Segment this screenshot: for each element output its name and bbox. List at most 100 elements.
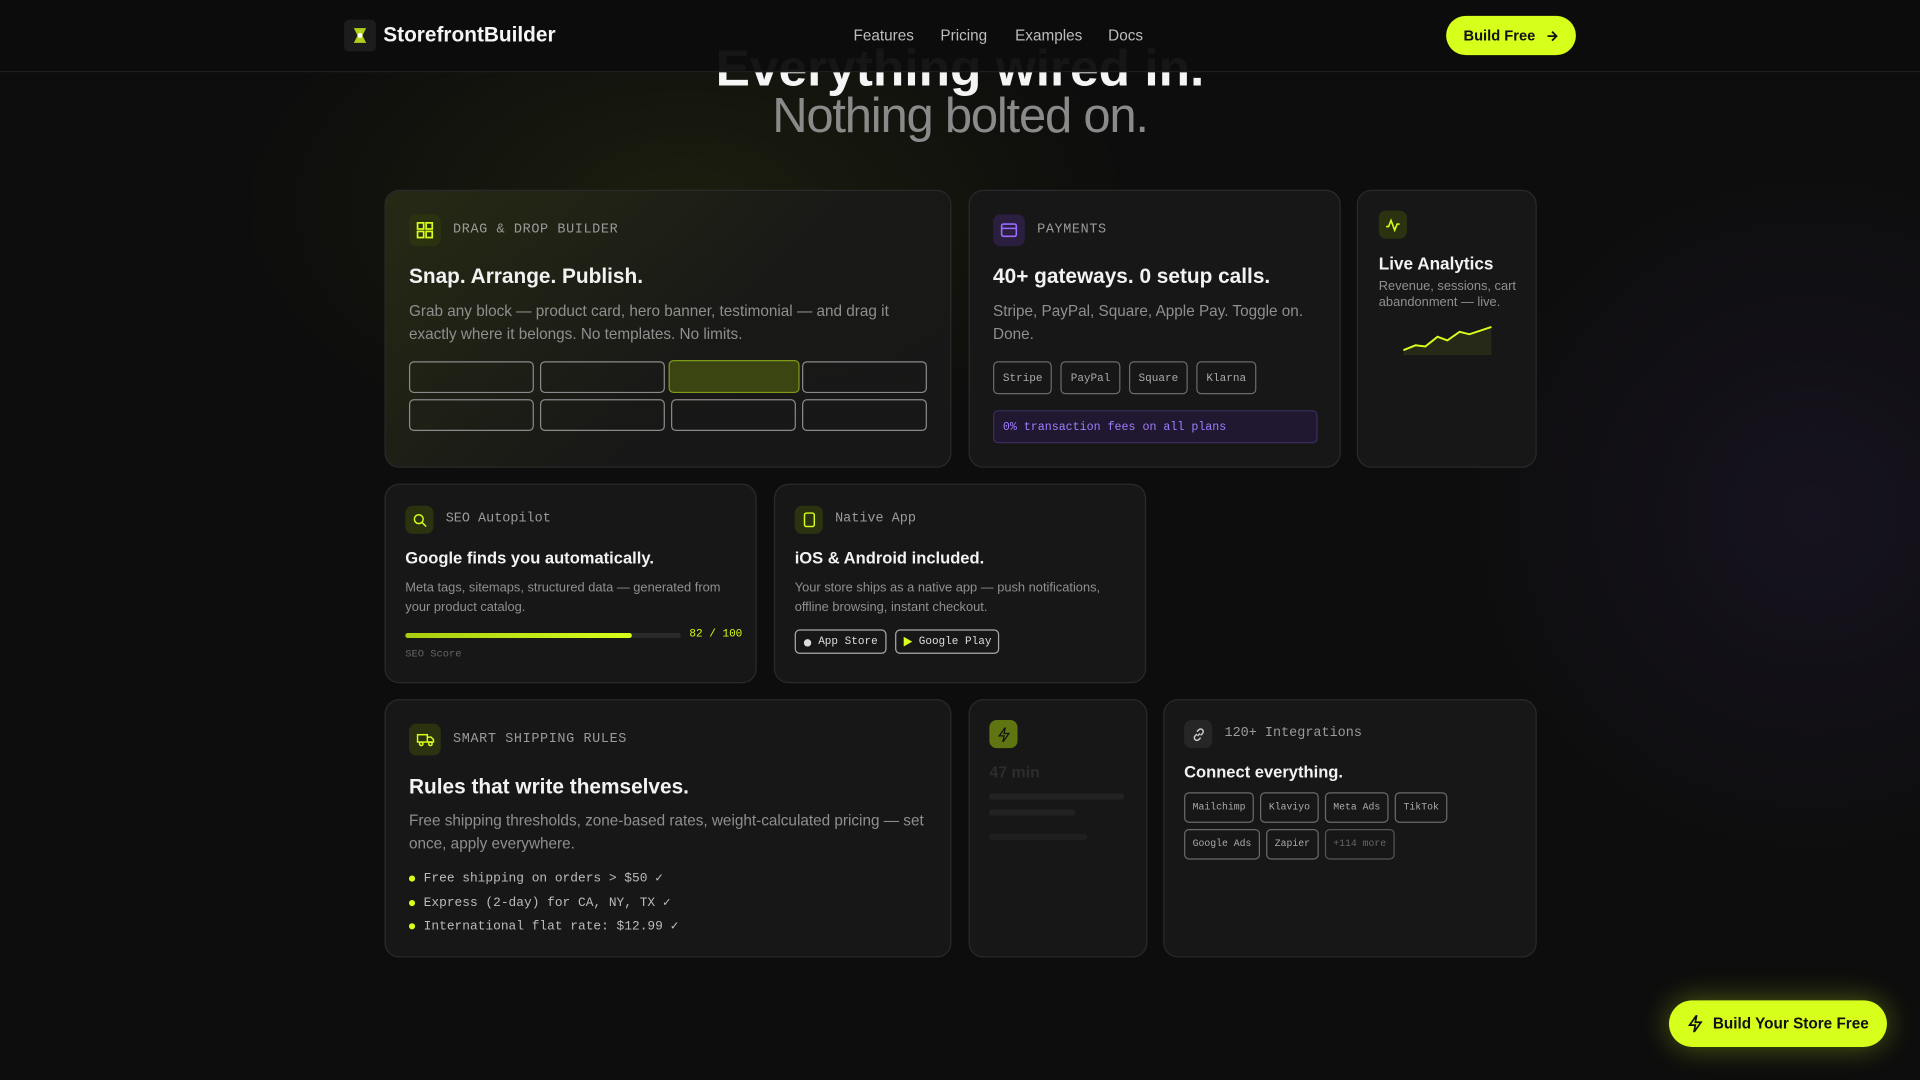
apple-glyph [804,639,812,647]
block[interactable] [802,361,927,394]
logo-icon[interactable] [344,19,376,52]
card-desc: Free shipping thresholds, zone-based rat… [408,811,924,853]
link-icon [1184,720,1213,749]
bolt-glyph [1687,1015,1703,1033]
card-title: Snap. Arrange. Publish. [408,264,644,288]
grid-icon [408,214,441,247]
store-label: App Store [818,635,878,648]
card-title: 40+ gateways. 0 setup calls. [993,264,1271,288]
payments-card: PAYMENTS 40+ gateways. 0 setup calls. St… [968,189,1341,468]
search-icon [405,505,434,534]
sparkline [1403,326,1492,356]
block[interactable] [671,399,796,432]
cta-button[interactable]: Build Free [1446,15,1576,56]
nav-link[interactable]: Pricing [940,26,988,45]
score-track [405,633,681,638]
nav-link[interactable]: Examples [1015,26,1083,45]
store-label: Google Play [918,635,992,648]
bolt-glyph [997,726,1010,742]
integration-chip[interactable]: Mailchimp [1184,792,1255,823]
integration-chip[interactable]: Meta Ads [1324,792,1389,823]
speed-card: 47 min [968,699,1148,958]
integration-chip[interactable]: Google Ads [1184,828,1261,860]
truck-icon [408,723,441,756]
card-label: Native App [835,511,916,527]
block[interactable] [802,399,927,432]
fee-note: 0% transaction fees on all plans [993,410,1318,444]
integration-chip[interactable]: Klaviyo [1260,792,1319,823]
analytics-card: Live Analytics Revenue, sessions, cart a… [1356,189,1537,468]
gateway-chip[interactable]: Stripe [993,361,1053,395]
block[interactable] [408,399,534,432]
faded-line [989,809,1076,816]
link-glyph [1193,727,1204,741]
gateway-list: Stripe PayPal Square Klarna [993,361,1256,395]
card-desc: Your store ships as a native app — push … [794,580,1101,615]
shipping-card: SMART SHIPPING RULES Rules that write th… [384,699,952,958]
bullet [408,875,416,882]
faded-line [989,833,1088,840]
rule-text: Free shipping on orders > $50 ✓ [423,872,663,887]
arrow-icon [1547,30,1558,41]
rule-text: Express (2-day) for CA, NY, TX ✓ [423,896,671,911]
integration-chip[interactable]: TikTok [1394,792,1448,823]
card-title: Live Analytics [1378,253,1494,274]
builder-card: DRAG & DROP BUILDER Snap. Arrange. Publi… [384,189,952,468]
card-title: Rules that write themselves. [408,775,689,799]
nav-link[interactable]: Features [853,26,914,45]
block[interactable] [540,399,665,432]
integrations-card: 120+ Integrations Connect everything. Ma… [1163,699,1537,958]
phone-icon [794,505,823,534]
phone-glyph [803,512,815,528]
score-bar [405,633,632,638]
store-button[interactable]: Google Play [895,629,1000,654]
integration-list: Mailchimp Klaviyo Meta Ads TikTok Google Ads… [1184,792,1527,860]
seo-card: SEO Autopilot Google finds you automatic… [384,483,757,684]
score-caption: SEO Score [405,647,462,660]
card-label: DRAG & DROP BUILDER [453,222,619,238]
bullet [408,899,416,906]
bolt-icon [989,720,1018,749]
rule-text: International flat rate: $12.99 ✓ [423,919,679,935]
score-label: 82 / 100 [689,628,743,641]
hero-subtitle: Nothing bolted on. [772,89,1149,144]
navbar: StorefrontBuilder Features Pricing Examp… [0,0,1920,73]
card-desc: Revenue, sessions, cart abandonment — li… [1378,279,1516,310]
card-title: 47 min [989,762,1040,782]
gateway-chip[interactable]: Klarna [1196,361,1256,395]
rule-item: Free shipping on orders > $50 ✓ [408,867,678,891]
card-desc: Meta tags, sitemaps, structured data — g… [405,580,721,615]
grid-glyph [416,222,434,239]
floating-cta-label: Build Your Store Free [1712,1015,1869,1033]
floating-cta[interactable]: Build Your Store Free [1668,1000,1887,1047]
nav-link[interactable]: Docs [1108,26,1144,45]
rule-list: Free shipping on orders > $50 ✓ Express (… [408,867,679,939]
card-label: PAYMENTS [1037,222,1107,238]
store-button[interactable]: App Store [794,629,887,654]
gateway-chip[interactable]: PayPal [1060,361,1121,395]
play-glyph [904,636,913,647]
card-title: Connect everything. [1184,762,1343,782]
truck-glyph [416,733,434,747]
card-label: SEO Autopilot [445,511,551,527]
pulse-glyph [1386,217,1400,232]
rule-item: Express (2-day) for CA, NY, TX ✓ [408,891,678,915]
block-active[interactable] [668,360,800,394]
integration-chip[interactable]: Zapier [1266,828,1319,860]
block[interactable] [540,361,665,394]
card-title: Google finds you automatically. [405,548,654,567]
block[interactable] [408,361,534,394]
card-label: SMART SHIPPING RULES [453,732,627,747]
card-desc: Stripe, PayPal, Square, Apple Pay. Toggl… [993,302,1304,343]
cta-label: Build Free [1463,26,1536,45]
card-label: 120+ Integrations [1224,726,1362,741]
card-title: iOS & Android included. [794,548,985,567]
gateway-chip[interactable]: Square [1128,361,1189,395]
logo-glyph [353,28,367,43]
app-card: Native App iOS & Android included. Your … [773,483,1147,684]
brand[interactable]: StorefrontBuilder [383,23,556,47]
integration-chip[interactable]: +114 more [1324,828,1395,860]
